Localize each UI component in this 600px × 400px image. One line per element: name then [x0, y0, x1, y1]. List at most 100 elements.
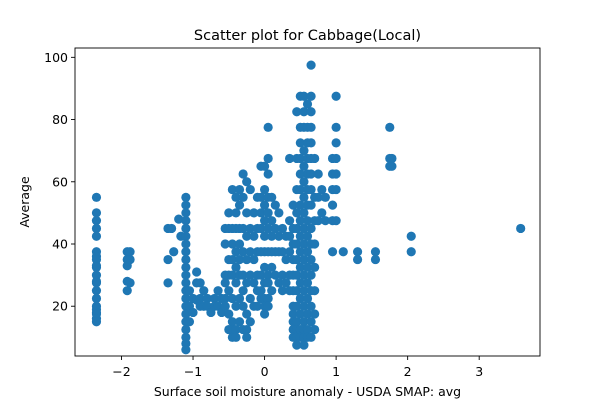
scatter-point — [259, 184, 270, 195]
scatter-point — [306, 184, 316, 195]
scatter-point — [370, 247, 381, 257]
scatter-point — [295, 278, 305, 288]
scatter-point — [306, 332, 316, 342]
scatter-point — [91, 278, 102, 288]
scatter-point — [288, 309, 298, 319]
scatter-point — [267, 286, 277, 296]
scatter-point — [220, 293, 230, 304]
scatter-point — [295, 262, 305, 272]
scatter-point — [299, 286, 309, 296]
scatter-point — [267, 262, 277, 272]
scatter-point — [292, 107, 302, 117]
y-tick-label: 80 — [52, 112, 68, 127]
x-tick-label: 1 — [332, 364, 340, 379]
scatter-point — [285, 247, 295, 257]
scatter-point — [306, 169, 316, 179]
scatter-point — [295, 231, 305, 241]
scatter-point — [306, 107, 316, 117]
scatter-point — [299, 340, 309, 350]
scatter-point — [302, 324, 313, 335]
scatter-point — [352, 247, 363, 257]
scatter-point — [195, 278, 205, 288]
scatter-point — [202, 293, 212, 304]
scatter-point — [256, 270, 266, 280]
scatter-point — [295, 293, 305, 304]
scatter-point — [267, 231, 277, 241]
x-tick-label: 3 — [475, 364, 483, 379]
scatter-point — [516, 223, 526, 234]
scatter-point — [263, 122, 273, 132]
scatter-point — [302, 99, 313, 109]
scatter-point — [292, 254, 302, 265]
scatter-point — [406, 247, 416, 257]
scatter-point — [263, 278, 273, 288]
scatter-point — [270, 270, 280, 280]
scatter-point — [299, 270, 309, 280]
scatter-point — [181, 309, 191, 319]
scatter-point — [91, 223, 102, 234]
scatter-point — [91, 208, 102, 218]
scatter-point — [387, 161, 397, 171]
scatter-point — [224, 286, 234, 296]
scatter-point — [267, 216, 277, 226]
scatter-point — [338, 247, 348, 257]
scatter-point — [238, 192, 248, 202]
scatter-point — [166, 223, 177, 234]
scatter-point — [292, 239, 302, 249]
scatter-point — [285, 153, 295, 164]
scatter-point — [227, 270, 237, 280]
scatter-point — [256, 208, 266, 218]
scatter-point — [256, 192, 266, 202]
scatter-point — [306, 317, 316, 327]
scatter-point — [242, 278, 252, 288]
scatter-point — [299, 146, 309, 156]
scatter-point — [331, 138, 341, 148]
scatter-point — [231, 332, 241, 342]
scatter-point — [242, 231, 252, 241]
scatter-point — [310, 324, 320, 335]
scatter-point — [302, 231, 313, 241]
scatter-point — [238, 286, 248, 296]
chart-title: Scatter plot for Cabbage(Local) — [194, 28, 421, 44]
scatter-point — [224, 208, 234, 218]
scatter-point — [281, 278, 291, 288]
scatter-point — [292, 301, 302, 311]
scatter-point — [317, 208, 327, 218]
scatter-point — [91, 262, 102, 272]
scatter-point — [299, 107, 309, 117]
scatter-point — [299, 239, 309, 249]
scatter-point — [320, 216, 330, 226]
scatter-point — [181, 200, 191, 210]
scatter-point — [91, 216, 102, 226]
scatter-point — [231, 262, 241, 272]
scatter-point — [213, 286, 223, 296]
scatter-point — [310, 286, 320, 296]
scatter-point — [299, 317, 309, 327]
scatter-point — [234, 184, 245, 195]
scatter-point — [263, 301, 273, 311]
scatter-point — [234, 317, 245, 327]
scatter-point — [306, 60, 316, 70]
scatter-point — [184, 286, 195, 296]
scatter-point — [238, 223, 248, 234]
scatter-point — [263, 270, 273, 280]
scatter-point — [249, 208, 259, 218]
scatter-point — [263, 293, 273, 304]
scatter-point — [125, 254, 135, 265]
x-axis-label: Surface soil moisture anomaly - USDA SMA… — [154, 384, 461, 399]
scatter-point — [242, 309, 252, 319]
scatter-point — [234, 200, 245, 210]
scatter-point — [234, 293, 245, 304]
scatter-point — [238, 301, 248, 311]
scatter-point — [306, 122, 316, 132]
scatter-point — [125, 247, 135, 257]
scatter-point — [184, 317, 195, 327]
scatter-point — [285, 216, 295, 226]
scatter-point — [242, 324, 252, 335]
scatter-point — [277, 270, 288, 280]
scatter-point — [292, 223, 302, 234]
scatter-point — [169, 247, 179, 257]
scatter-point — [252, 301, 263, 311]
scatter-point — [259, 161, 270, 171]
